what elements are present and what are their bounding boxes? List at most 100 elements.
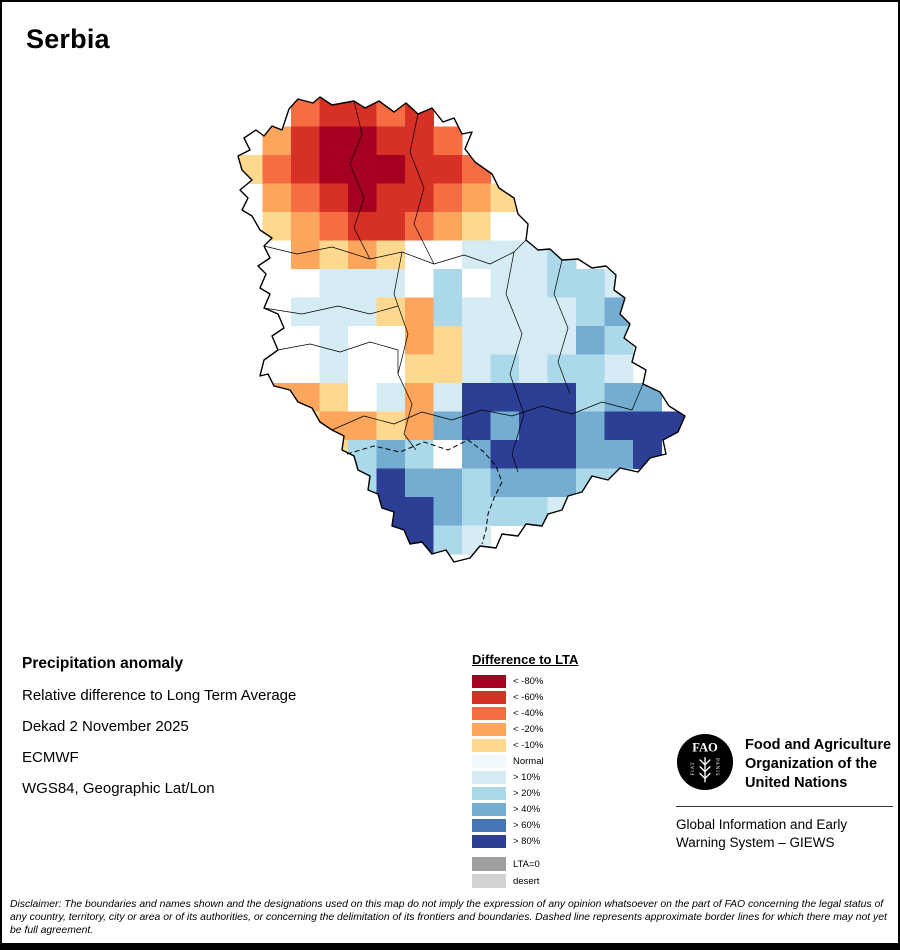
raster-cell	[462, 212, 491, 241]
raster-cell	[405, 183, 434, 213]
raster-cell	[433, 326, 463, 355]
legend-swatch	[472, 874, 506, 888]
raster-cell	[604, 440, 634, 469]
raster-cell	[433, 383, 463, 412]
legend-title: Difference to LTA	[472, 652, 579, 667]
raster-cell	[633, 411, 662, 441]
legend-item: < -80%	[472, 675, 578, 688]
info-projection: WGS84, Geographic Lat/Lon	[22, 780, 215, 797]
raster-cell	[348, 411, 377, 441]
raster-cell	[633, 440, 662, 469]
raster-cell	[547, 269, 577, 298]
raster-cell	[462, 497, 491, 526]
raster-cell	[405, 155, 434, 184]
raster-cell	[348, 240, 377, 270]
raster-cell	[462, 383, 491, 412]
legend-item: > 60%	[472, 819, 578, 832]
raster-cell	[547, 326, 577, 355]
page-title: Serbia	[26, 24, 110, 54]
raster-cell	[376, 212, 406, 241]
info-subtitle: Relative difference to Long Term Average	[22, 687, 297, 704]
raster-cell	[462, 440, 491, 469]
raster-cell	[291, 98, 320, 127]
raster-cell	[490, 468, 520, 498]
raster-cell	[604, 383, 634, 412]
raster-cell	[462, 240, 491, 270]
raster-cell	[576, 354, 605, 384]
raster-cell	[604, 354, 634, 384]
giews-label: Global Information and Early Warning Sys…	[676, 816, 893, 852]
raster-cell	[519, 383, 548, 412]
legend-label: < -10%	[513, 740, 544, 751]
legend-item: Normal	[472, 755, 578, 768]
raster-cell	[519, 354, 548, 384]
raster-cell	[462, 326, 491, 355]
raster-cell	[519, 269, 548, 298]
district-boundaries	[263, 100, 644, 473]
kosovo-dashed-boundary	[346, 439, 503, 545]
fao-org-name: Food and Agriculture Organization of the…	[745, 733, 891, 793]
raster-cell	[348, 155, 377, 184]
raster-cell	[433, 212, 463, 241]
raster-cell	[291, 240, 320, 270]
raster-cell	[490, 212, 520, 241]
legend-item: LTA=0	[472, 857, 578, 871]
fao-motto-left: FIAT	[691, 761, 696, 775]
raster-cell	[576, 383, 605, 412]
raster-cell	[462, 354, 491, 384]
legend-swatch	[472, 755, 506, 768]
raster-cell	[519, 440, 548, 469]
raster-cell	[519, 240, 548, 270]
raster-cell	[462, 297, 491, 327]
raster-cell	[405, 297, 434, 327]
legend-item: > 80%	[472, 835, 578, 848]
raster-cell	[262, 212, 292, 241]
raster-cell	[291, 155, 320, 184]
raster-cell	[291, 326, 320, 355]
legend-label: > 40%	[513, 804, 541, 815]
raster-cell	[433, 183, 463, 213]
raster-cell	[604, 326, 634, 355]
legend-label: < -80%	[513, 676, 544, 687]
raster-cell	[376, 468, 406, 498]
raster-cell	[319, 126, 349, 156]
raster-cell	[490, 326, 520, 355]
wheat-icon	[699, 757, 711, 783]
raster-cell	[291, 183, 320, 213]
raster-cell	[405, 126, 434, 156]
raster-cell	[262, 155, 292, 184]
raster-cell	[661, 411, 685, 441]
raster-cell	[433, 468, 463, 498]
legend-swatch	[472, 675, 506, 688]
raster-cell	[547, 383, 577, 412]
raster-cell	[319, 269, 349, 298]
raster-cell	[291, 297, 320, 327]
raster-cell	[462, 411, 491, 441]
raster-cell	[604, 297, 634, 327]
raster-cell	[490, 183, 520, 213]
raster-cell	[490, 297, 520, 327]
giews-line: Warning System – GIEWS	[676, 835, 835, 850]
legend-swatch	[472, 819, 506, 832]
legend-item: > 10%	[472, 771, 578, 784]
raster-cell	[576, 269, 605, 298]
raster-cell	[376, 183, 406, 213]
raster-cell	[376, 126, 406, 156]
raster-cell	[376, 240, 406, 270]
raster-cell	[547, 297, 577, 327]
raster-cell	[348, 126, 377, 156]
raster-cell	[433, 240, 463, 270]
legend-item: < -10%	[472, 739, 578, 752]
raster-cell	[462, 269, 491, 298]
raster-cell	[547, 354, 577, 384]
legend-label: LTA=0	[513, 858, 540, 870]
raster-cell	[262, 183, 292, 213]
raster-cell	[348, 183, 377, 213]
raster-cell	[376, 269, 406, 298]
raster-cell	[490, 269, 520, 298]
raster-cell	[291, 354, 320, 384]
raster-cell	[576, 440, 605, 469]
raster-cell	[319, 440, 349, 469]
raster-cell	[376, 525, 406, 555]
